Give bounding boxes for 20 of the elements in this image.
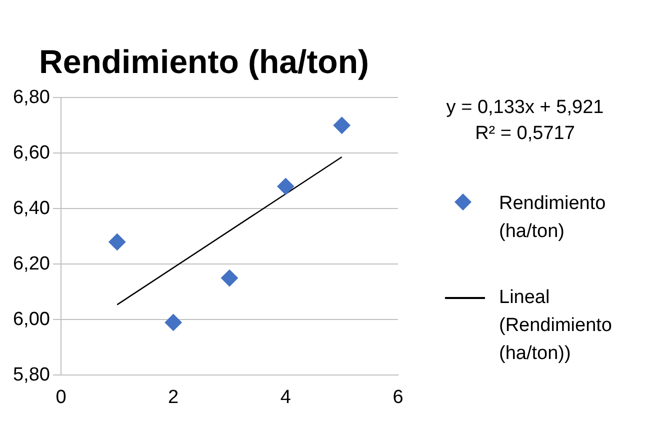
chart-title: Rendimiento (ha/ton) (39, 42, 369, 80)
point (164, 314, 182, 331)
x-tick-label: 2 (168, 386, 179, 408)
y-tick-label: 6,20 (12, 253, 50, 274)
legend-label: Lineal (Rendimiento (ha/ton)) (499, 286, 613, 366)
text: y = 0,133x + 5,921 (445, 96, 605, 120)
y-tick-label: 6,00 (12, 308, 50, 330)
text: R² = 0,5717 (474, 122, 576, 146)
x-tick-label: 6 (392, 386, 404, 408)
y-tick-label: 5,80 (12, 364, 50, 386)
point (220, 270, 238, 287)
point (108, 233, 126, 250)
point (277, 178, 294, 195)
y-tick-label: 6,80 (12, 86, 50, 108)
y-tick-label: 6,60 (12, 142, 50, 164)
point (333, 116, 350, 134)
legend-label: Rendimiento (ha/ton) (499, 192, 607, 244)
x-tick-label: 4 (280, 386, 292, 408)
x-tick-label: 0 (56, 386, 66, 408)
y-tick-label: 6,40 (12, 198, 50, 219)
